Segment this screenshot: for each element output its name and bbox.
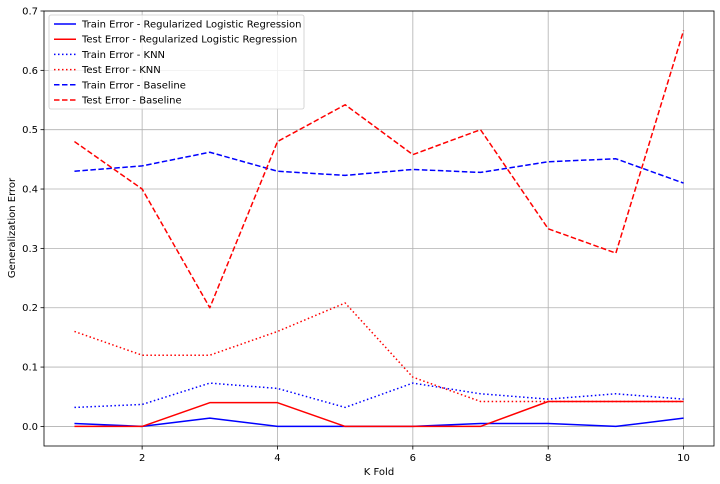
plot-frame [43,10,715,447]
series-line-6 [74,30,685,309]
grid-lines [44,10,714,446]
axis-ticks: 2 4 6 8 10 0.0 0.1 0.2 0.3 0.4 0.5 0.6 0.7 [22,7,690,465]
legend-label: Train Error - Regularized Logistic Regre… [81,20,302,31]
legend-label: Train Error - Baseline [81,80,186,91]
series-line-2 [74,400,684,428]
legend-box [48,14,305,110]
x-tick-label: 4 [274,453,280,464]
y-axis-label: Generalization Error [7,177,18,278]
x-axis-label: K Fold [364,467,394,478]
y-tick-label: 0.3 [22,244,38,255]
y-tick-label: 0.7 [22,7,38,18]
x-tick-label: 6 [410,453,416,464]
y-tick-label: 0.2 [22,303,38,314]
x-tick-label: 10 [677,453,690,464]
series-line-5 [74,151,684,184]
x-tick-label: 8 [545,453,551,464]
y-tick-label: 0.1 [22,363,38,374]
legend-label: Train Error - KNN [81,50,165,61]
y-tick-label: 0.4 [22,185,38,196]
x-tick-label: 2 [139,453,145,464]
y-tick-label: 0.0 [22,422,38,433]
series-lines [74,30,685,428]
y-tick-label: 0.5 [22,125,38,136]
legend: Train Error - Regularized Logistic Regre… [48,14,305,110]
y-tick-label: 0.6 [22,66,38,77]
legend-label: Test Error - Baseline [81,96,182,107]
legend-label: Test Error - KNN [81,65,161,76]
series-line-3 [74,382,684,409]
legend-label: Test Error - Regularized Logistic Regres… [81,35,297,46]
